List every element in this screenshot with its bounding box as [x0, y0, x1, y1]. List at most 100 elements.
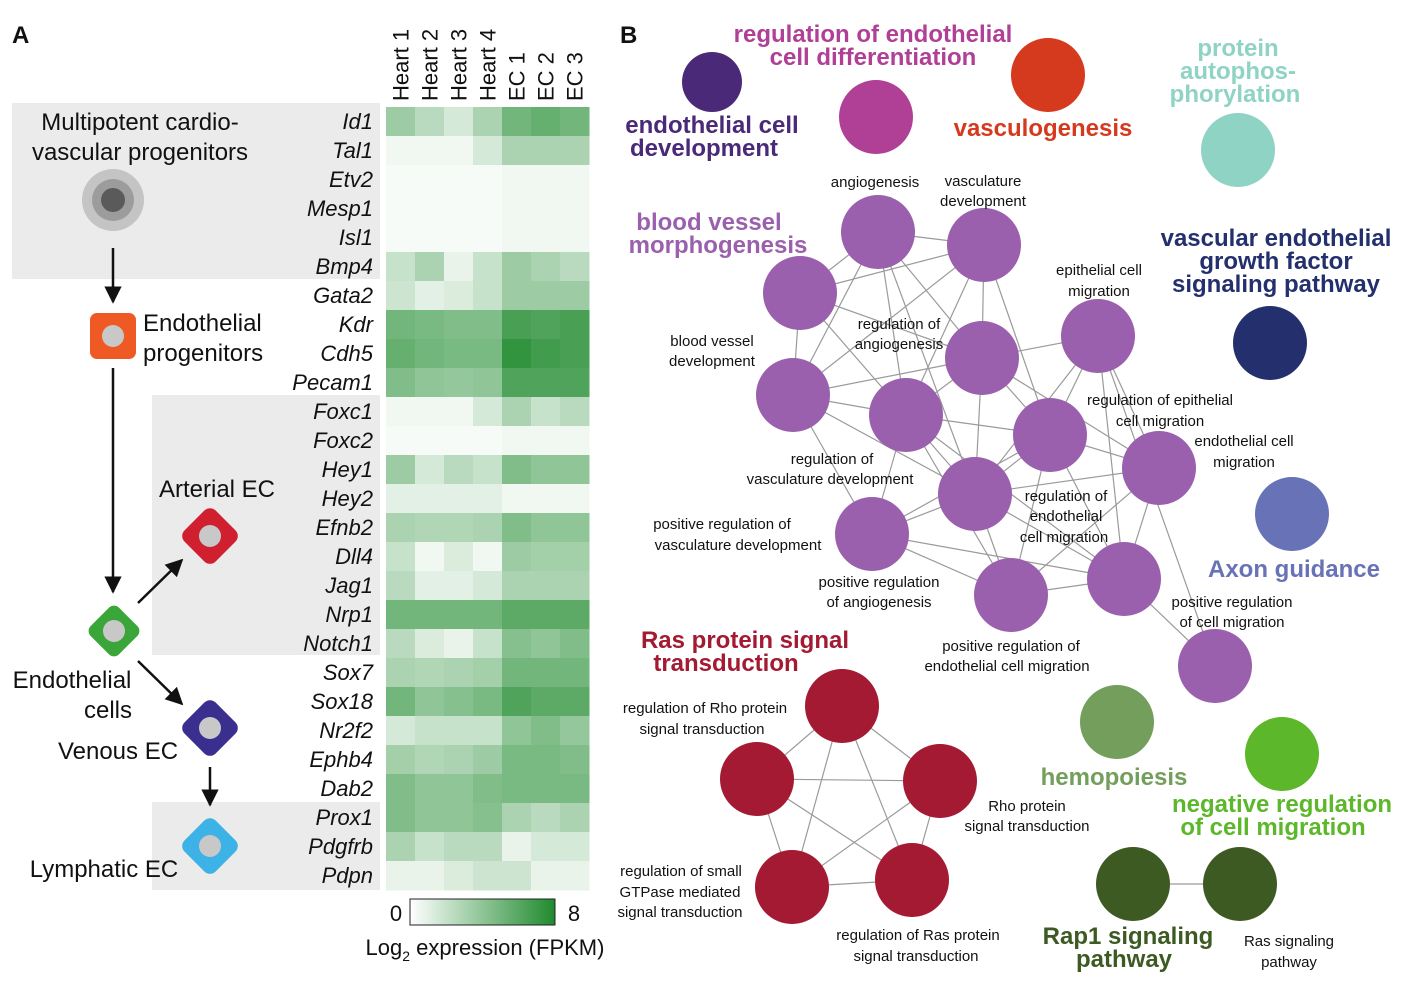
heatmap-cell-pecam1-heart-3 — [444, 368, 474, 398]
heatmap-cell-tal1-ec-2 — [531, 136, 561, 166]
heatmap-cell-sox7-ec-2 — [531, 658, 561, 688]
heatmap-cell-nr2f2-heart-3 — [444, 716, 474, 746]
heatmap-cell-efnb2-heart-2 — [415, 513, 445, 543]
heatmap-cell-nr2f2-ec-1 — [502, 716, 532, 746]
heatmap-cell-mesp1-heart-1 — [386, 194, 416, 224]
heatmap-cell-nrp1-heart-4 — [473, 600, 503, 630]
node-regulation-endothelial-migration — [938, 457, 1012, 531]
heatmap-cell-ephb4-heart-4 — [473, 745, 503, 775]
heatmap-cell-jag1-ec-3 — [560, 571, 590, 601]
label-vasculature-development-1: vasculature — [945, 173, 1022, 190]
title-vegf-2: growth factor — [1199, 248, 1352, 275]
heatmap-cell-jag1-heart-3 — [444, 571, 474, 601]
heatmap-cell-prox1-ec-2 — [531, 803, 561, 833]
label-rho-signal-1: Rho protein — [988, 798, 1066, 815]
heatmap-cell-hey1-ec-2 — [531, 455, 561, 485]
heatmap-cell-prox1-heart-4 — [473, 803, 503, 833]
lineage-panel: Multipotent cardio- vascular progenitors… — [12, 103, 380, 890]
heatmap-row-label: Dll4 — [335, 544, 373, 569]
node-regulation-small-gtpase — [755, 850, 829, 924]
heatmap-cell-pdgfrb-heart-2 — [415, 832, 445, 862]
endothelial-progenitor-cell — [90, 313, 136, 359]
title-regulation-endothelial-differentiation-1: regulation of endothelial — [734, 21, 1013, 48]
heatmap-cell-pecam1-heart-2 — [415, 368, 445, 398]
heatmap-cell-prox1-ec-3 — [560, 803, 590, 833]
heatmap-cell-pecam1-ec-2 — [531, 368, 561, 398]
label-regulation-small-gtpase-2: GTPase mediated — [620, 884, 741, 901]
cluster-titles: regulation of endothelial cell different… — [625, 21, 1392, 973]
heatmap-cell-tal1-ec-1 — [502, 136, 532, 166]
heatmap-cell-nr2f2-heart-4 — [473, 716, 503, 746]
heatmap-cell-prox1-heart-3 — [444, 803, 474, 833]
heatmap-cell-jag1-ec-2 — [531, 571, 561, 601]
heatmap-cell-dll4-ec-3 — [560, 542, 590, 572]
heatmap-cell-notch1-ec-2 — [531, 629, 561, 659]
heatmap-row-label: Dab2 — [320, 776, 373, 801]
heatmap-row-label: Notch1 — [303, 631, 373, 656]
heatmap-cell-sox18-heart-1 — [386, 687, 416, 717]
node-regulation-of-angiogenesis — [945, 321, 1019, 395]
heatmap-cell-hey2-heart-2 — [415, 484, 445, 514]
title-hemopoiesis: hemopoiesis — [1041, 764, 1188, 791]
heatmap-cell-kdr-ec-2 — [531, 310, 561, 340]
heatmap-cell-foxc1-heart-4 — [473, 397, 503, 427]
heatmap-cell-mesp1-ec-3 — [560, 194, 590, 224]
heatmap-cell-hey2-heart-1 — [386, 484, 416, 514]
title-ras-signal-1: Ras protein signal — [641, 627, 849, 654]
arrow-to-arterial — [137, 558, 184, 604]
label-positive-regulation-angiogenesis-1: positive regulation — [819, 574, 940, 591]
heatmap-cell-cdh5-heart-4 — [473, 339, 503, 369]
node-protein-autophosphorylation — [1201, 113, 1275, 187]
heatmap-cell-gata2-ec-1 — [502, 281, 532, 311]
heatmap-cell-cdh5-heart-2 — [415, 339, 445, 369]
heatmap-cell-isl1-heart-4 — [473, 223, 503, 253]
heatmap: Id1 Tal1 Etv2 Mesp1 Isl1 Bmp4 Gata2 Kdr Cdh5 Peca… — [292, 29, 590, 891]
heatmap-cell-kdr-heart-1 — [386, 310, 416, 340]
endothelial-progenitors-label-line2: progenitors — [143, 340, 263, 367]
label-regulation-rho-1: regulation of Rho protein — [623, 700, 787, 717]
heatmap-cell-jag1-heart-2 — [415, 571, 445, 601]
label-positive-regulation-endothelial-migration-2: endothelial cell migration — [924, 658, 1089, 675]
label-regulation-vasculature-1: regulation of — [791, 451, 874, 468]
label-ras-signaling-pathway-2: pathway — [1261, 954, 1317, 971]
label-positive-regulation-vasculature-1: positive regulation of — [653, 516, 791, 533]
heatmap-cell-notch1-heart-1 — [386, 629, 416, 659]
label-ras-signaling-pathway-1: Ras signaling — [1244, 933, 1334, 950]
title-negative-migration-2: of cell migration — [1180, 814, 1365, 841]
heatmap-cell-mesp1-heart-4 — [473, 194, 503, 224]
heatmap-cell-hey1-heart-1 — [386, 455, 416, 485]
heatmap-column-label: Heart 2 — [418, 29, 443, 101]
heatmap-cell-prox1-heart-2 — [415, 803, 445, 833]
heatmap-cell-nr2f2-heart-2 — [415, 716, 445, 746]
arrow-to-venous — [137, 660, 184, 706]
heatmap-cell-ephb4-ec-1 — [502, 745, 532, 775]
node-epithelial-cell-migration — [1061, 299, 1135, 373]
label-regulation-endothelial-migration-1: regulation of — [1025, 488, 1108, 505]
heatmap-cell-dab2-ec-3 — [560, 774, 590, 804]
heatmap-cell-notch1-ec-3 — [560, 629, 590, 659]
panel-a-label: A — [12, 22, 29, 49]
heatmap-cell-kdr-heart-3 — [444, 310, 474, 340]
heatmap-cell-hey1-ec-1 — [502, 455, 532, 485]
label-regulation-small-gtpase-1: regulation of small — [620, 863, 742, 880]
heatmap-cell-dll4-ec-1 — [502, 542, 532, 572]
title-protein-autophosphorylation-1: protein — [1197, 35, 1278, 62]
node-vasculature-development — [947, 208, 1021, 282]
heatmap-row-label: Id1 — [342, 109, 373, 134]
heatmap-cell-jag1-heart-4 — [473, 571, 503, 601]
heatmap-cell-dab2-heart-1 — [386, 774, 416, 804]
heatmap-cell-id1-ec-2 — [531, 107, 561, 137]
heatmap-cell-pdpn-ec-1 — [502, 861, 532, 891]
heatmap-cell-sox7-heart-1 — [386, 658, 416, 688]
heatmap-cell-efnb2-ec-1 — [502, 513, 532, 543]
title-negative-migration-1: negative regulation — [1172, 791, 1392, 818]
title-endothelial-cell-development-2: development — [630, 135, 778, 162]
node-regulation-rho — [720, 742, 794, 816]
heatmap-cell-pdgfrb-heart-1 — [386, 832, 416, 862]
heatmap-cell-isl1-heart-1 — [386, 223, 416, 253]
heatmap-cell-mesp1-ec-2 — [531, 194, 561, 224]
multipotent-label-line2: vascular progenitors — [32, 139, 248, 166]
heatmap-cell-dll4-heart-2 — [415, 542, 445, 572]
label-epithelial-cell-migration-1: epithelial cell — [1056, 262, 1142, 279]
